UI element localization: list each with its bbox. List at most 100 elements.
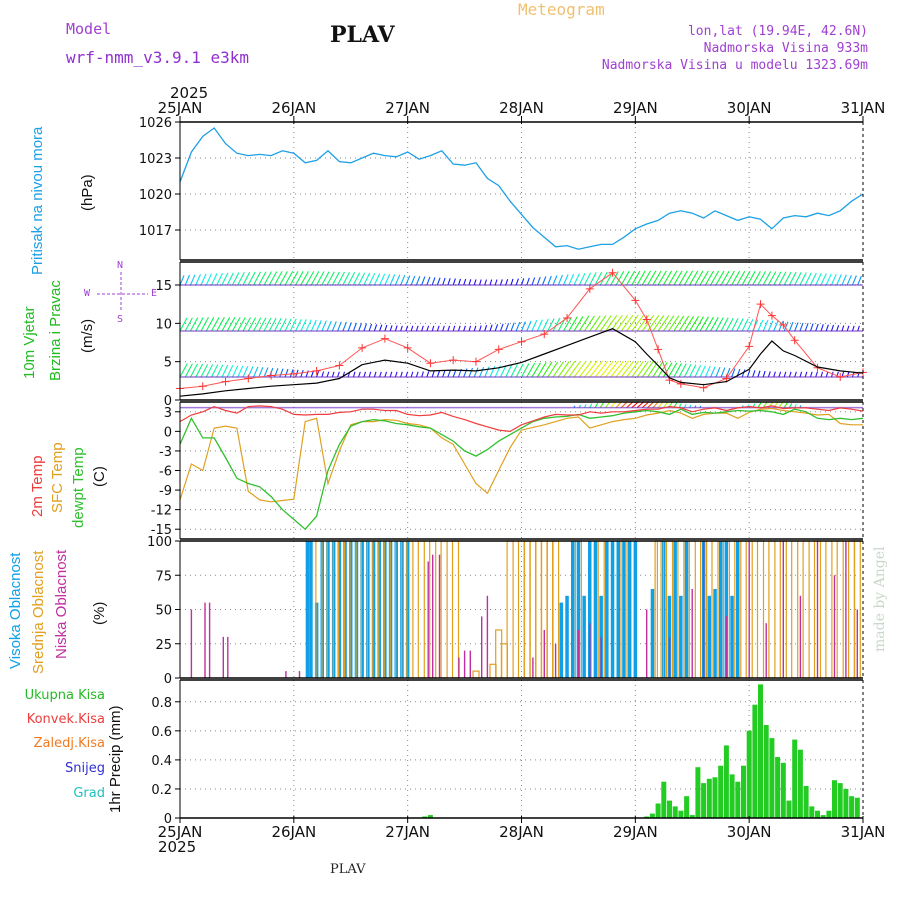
wind-barb — [347, 272, 356, 286]
cloud-bar-high — [588, 541, 592, 678]
wind-barb — [389, 274, 396, 286]
wind-barb — [263, 317, 272, 332]
wind-barb — [321, 271, 330, 286]
wind-barb — [725, 270, 735, 286]
precip-bar — [735, 781, 741, 818]
cloud-bar-high — [593, 541, 598, 678]
wind-barb — [678, 315, 690, 332]
footer-station: PLAV — [330, 862, 366, 877]
wind-barb — [799, 322, 804, 332]
wind-barb — [394, 371, 398, 378]
wind-barb — [683, 363, 692, 378]
wind-barb — [473, 367, 479, 378]
wind-gust-marker — [790, 336, 799, 345]
cloud-bar-low — [463, 650, 466, 678]
wind-barb — [673, 270, 683, 286]
cloud-bar-low — [725, 616, 728, 678]
wind-barb — [605, 401, 611, 409]
x-tick-label-bottom: 25JAN — [158, 823, 203, 841]
wind-barb — [499, 279, 503, 286]
wind-barb — [652, 270, 662, 286]
wind-barb — [783, 371, 787, 378]
cloud-bar-high — [309, 541, 313, 678]
wind-barb — [678, 270, 688, 286]
wind-barb — [641, 270, 652, 286]
precip-bar — [849, 796, 855, 818]
wind-barb — [725, 317, 734, 332]
wind-barb — [384, 371, 388, 378]
wind-barb — [447, 325, 451, 332]
wind-barb — [573, 360, 587, 378]
wind-barb — [484, 279, 488, 286]
compass-w: W — [84, 288, 91, 299]
wind-gust-marker — [642, 315, 651, 324]
wind-barb — [195, 274, 202, 286]
wind-barb — [316, 271, 325, 286]
wind-barb — [699, 365, 706, 378]
wind-gust-marker — [403, 343, 412, 352]
wind-barb — [216, 272, 223, 286]
cloud-bar-low — [702, 541, 705, 678]
y-tick-label: 1023 — [139, 152, 172, 167]
wind-barb — [841, 325, 845, 332]
wind-barb — [515, 321, 521, 332]
wind-barb — [846, 371, 850, 378]
wind-barb — [500, 365, 507, 378]
wind-barb — [431, 325, 435, 332]
wind-barb — [678, 363, 687, 378]
wind-barb — [704, 270, 714, 286]
wind-barb — [384, 324, 388, 332]
wind-barb — [699, 270, 709, 286]
wind-barb — [253, 317, 262, 332]
wind-barb — [410, 371, 414, 378]
wind-barb — [552, 275, 558, 286]
cloud-bar-high — [576, 541, 581, 678]
y-tick-label: -12 — [151, 504, 172, 519]
wind-barb — [300, 271, 309, 286]
wind-barb — [394, 325, 398, 332]
wind-barb — [741, 369, 746, 378]
wind-barb — [431, 370, 435, 378]
elevation-label: Nadmorska Visina 933m — [703, 41, 868, 56]
wind-barb — [584, 272, 592, 286]
wind-barb — [689, 316, 700, 332]
y-tick-label: 10 — [155, 317, 172, 332]
wind-barb — [289, 318, 297, 332]
pressure-line — [179, 127, 864, 250]
wind-barb — [668, 315, 680, 332]
wind-barb — [762, 370, 766, 378]
wind-barb — [468, 325, 472, 332]
x-tick-label-bottom: 26JAN — [271, 823, 316, 841]
wind-barb — [715, 366, 721, 378]
y-tick-label: -9 — [159, 484, 172, 499]
wind-barb — [799, 272, 807, 286]
pressure-title: Pritisak na nivou mora — [29, 126, 46, 275]
wind-barb — [668, 362, 678, 378]
wind-barb — [757, 402, 762, 408]
wind-barb — [237, 272, 245, 286]
wind-barb — [657, 315, 670, 332]
wind-barb — [573, 273, 580, 286]
wind-barb — [562, 274, 569, 286]
wind-barb — [521, 363, 530, 378]
wind-barb — [815, 273, 822, 286]
wind-barb — [520, 278, 525, 286]
wind-barb — [647, 315, 660, 332]
wind-barb — [457, 278, 462, 286]
wind-barb — [310, 271, 320, 286]
wind-barb — [851, 275, 857, 286]
precip-bar — [752, 704, 758, 818]
wind-barb — [473, 279, 477, 286]
wind-barb — [463, 278, 467, 286]
wind-barb — [710, 366, 716, 378]
compass-n: N — [117, 260, 124, 271]
wind-barb — [783, 402, 788, 408]
cloud-bar-high — [610, 541, 615, 678]
wind-barb — [757, 370, 761, 378]
wind-barb — [594, 271, 603, 286]
wind-barb — [594, 360, 609, 378]
wind-barb — [289, 369, 294, 378]
wind-barb — [615, 360, 630, 378]
precip-bar — [746, 730, 752, 818]
wind-barb — [810, 272, 817, 286]
